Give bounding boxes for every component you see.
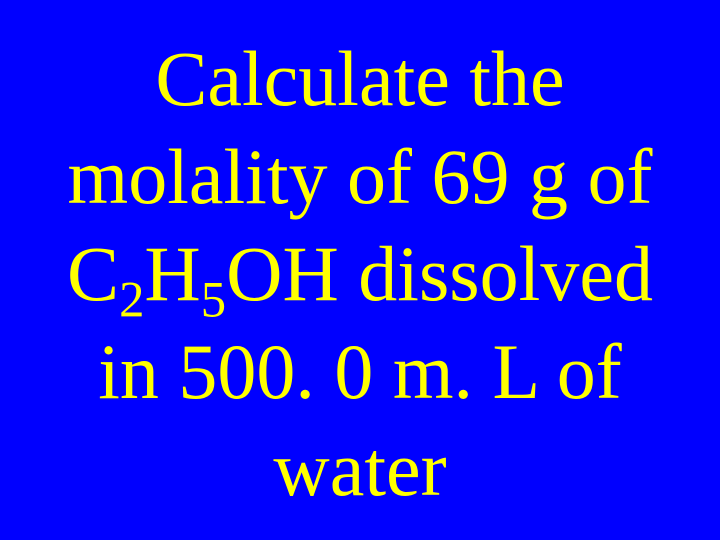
line-1: Calculate the	[155, 35, 564, 122]
line-2: molality of 69 g of	[68, 133, 653, 220]
formula-sub-5: 5	[201, 272, 226, 328]
line-5: water	[273, 425, 446, 512]
line-4: in 500. 0 m. L of	[98, 328, 622, 415]
formula-h: H	[144, 230, 200, 317]
slide-container: Calculate the molality of 69 g of C2H5OH…	[0, 0, 720, 540]
problem-text: Calculate the molality of 69 g of C2H5OH…	[67, 30, 653, 518]
formula-c: C	[67, 230, 119, 317]
formula-sub-2: 2	[119, 272, 144, 328]
line-3: C2H5OH dissolved	[67, 230, 653, 317]
formula-rest: OH dissolved	[226, 230, 653, 317]
